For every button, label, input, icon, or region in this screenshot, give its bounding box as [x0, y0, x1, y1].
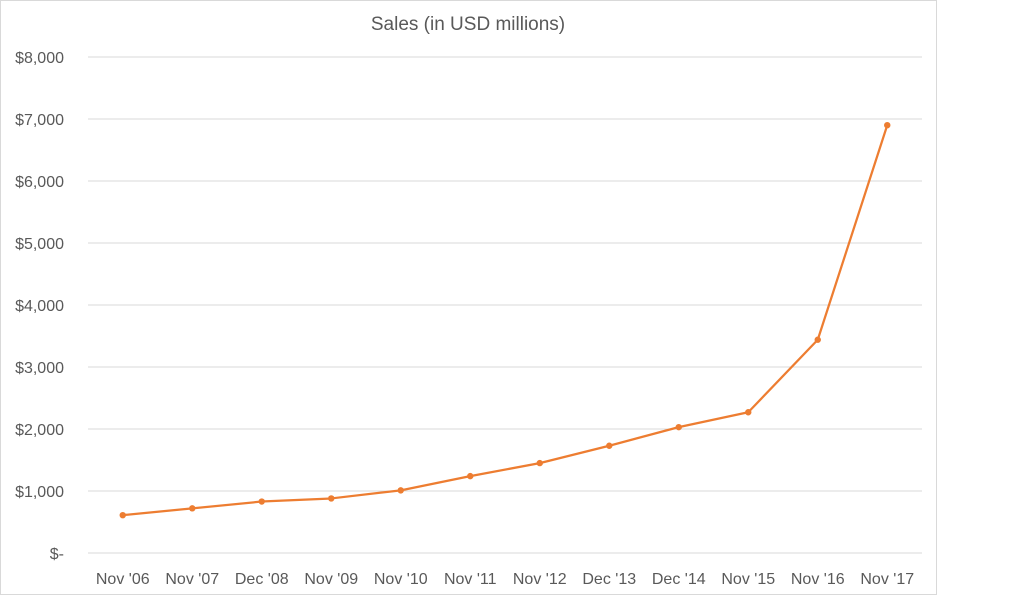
x-tick-label: Dec '08: [235, 571, 289, 588]
x-tick-label: Nov '10: [374, 571, 428, 588]
data-point: [536, 459, 543, 467]
data-point: [884, 122, 891, 129]
x-tick-label: Nov '11: [444, 571, 497, 588]
x-tick-label: Nov '12: [513, 571, 567, 588]
x-tick-label: Nov '17: [860, 571, 914, 588]
series-line-group: [119, 122, 891, 519]
data-point: [119, 511, 126, 519]
y-axis-labels: $- $1,000 $2,000 $3,000 $4,000 $5,000 $6,000 $7…: [15, 50, 64, 563]
series-line: [121, 124, 889, 517]
data-point: [258, 498, 265, 505]
gridlines: [88, 56, 922, 554]
data-point: [397, 487, 404, 494]
data-point: [606, 442, 613, 449]
x-axis-labels: Nov '06 Nov '07 Dec '08 Nov '09 Nov '10 Nov '…: [96, 571, 914, 588]
x-tick-label: Nov '06: [96, 571, 150, 588]
y-tick-label: $3,000: [15, 360, 64, 377]
y-tick-label: $2,000: [15, 422, 64, 439]
y-tick-label: $8,000: [15, 50, 64, 67]
x-tick-label: Nov '15: [721, 571, 775, 588]
chart-title: Sales (in USD millions): [371, 14, 565, 35]
data-point: [328, 495, 335, 502]
x-tick-label: Dec '14: [652, 571, 706, 588]
y-tick-label: $4,000: [15, 298, 64, 315]
x-tick-label: Nov '16: [791, 571, 845, 588]
y-tick-label: $-: [50, 546, 64, 563]
y-tick-label: $5,000: [15, 236, 64, 253]
y-tick-label: $1,000: [15, 484, 64, 501]
data-point: [189, 505, 196, 512]
data-point: [745, 409, 752, 416]
data-point: [675, 423, 682, 431]
chart-frame: [0, 0, 937, 595]
x-tick-label: Nov '09: [304, 571, 358, 588]
x-tick-label: Nov '07: [165, 571, 219, 588]
data-point: [467, 472, 474, 480]
y-tick-label: $6,000: [15, 174, 64, 191]
x-tick-label: Dec '13: [582, 571, 636, 588]
data-point: [814, 336, 821, 343]
y-tick-label: $7,000: [15, 112, 64, 129]
